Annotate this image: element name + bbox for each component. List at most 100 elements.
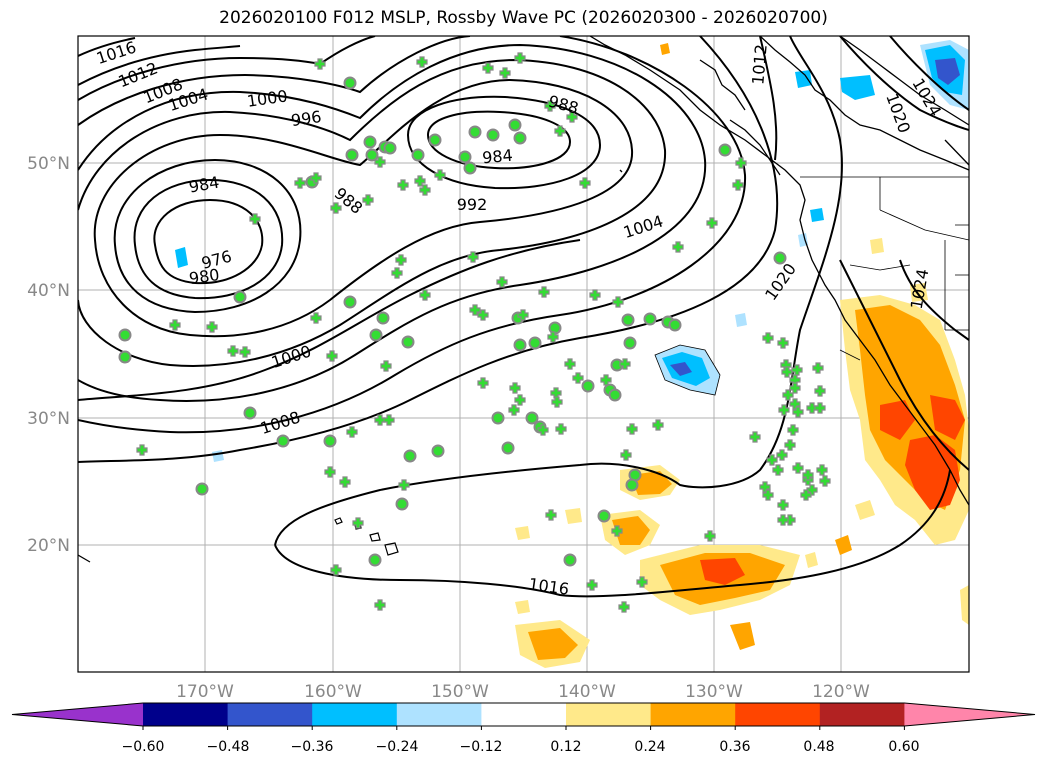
station-dot — [323, 434, 337, 448]
station-dot — [621, 313, 635, 327]
station-cross — [227, 345, 239, 357]
station-cross — [346, 426, 358, 438]
station-cross — [477, 377, 489, 389]
station-cross — [482, 62, 494, 74]
station-cross — [652, 419, 664, 431]
station-cross — [391, 267, 403, 279]
lon-label: 130°W — [685, 682, 743, 702]
station-cross — [814, 402, 826, 414]
station-dot — [403, 449, 417, 463]
station-cross — [792, 462, 804, 474]
lat-label: 40°N — [27, 281, 70, 301]
colorbar-tick-label: 0.60 — [888, 739, 919, 755]
longitude-labels: 170°W 160°W 150°W 140°W 130°W 120°W — [176, 682, 870, 702]
station-cross — [310, 312, 322, 324]
colorbar-segment — [396, 703, 482, 726]
station-cross — [374, 156, 386, 168]
station-cross — [784, 439, 796, 451]
anomaly-fill-negative — [175, 40, 969, 462]
station-cross — [778, 404, 790, 416]
station-dot — [395, 497, 409, 511]
station-cross — [324, 466, 336, 478]
colorbar-tick-label: 0.48 — [803, 739, 834, 755]
station-cross — [517, 309, 529, 321]
station-cross — [619, 358, 631, 370]
colorbar-tick-label: −0.48 — [207, 739, 250, 755]
isobar-label: 980 — [188, 265, 221, 288]
country-borders — [800, 176, 969, 361]
station-cross — [777, 514, 789, 526]
station-cross — [612, 296, 624, 308]
station-cross — [620, 449, 632, 461]
station-dot — [668, 318, 682, 332]
lon-label: 150°W — [431, 682, 489, 702]
graticule — [78, 36, 969, 672]
station-cross — [239, 346, 251, 358]
station-dot — [508, 118, 522, 132]
station-dot — [623, 336, 637, 350]
station-dot — [118, 350, 132, 364]
station-cross — [802, 469, 814, 481]
station-dot — [563, 553, 577, 567]
station-cross — [551, 396, 563, 408]
station-dot — [528, 336, 542, 350]
station-cross — [735, 157, 747, 169]
coastlines — [589, 36, 969, 506]
station-cross — [136, 444, 148, 456]
station-cross — [314, 58, 326, 70]
lat-label: 20°N — [27, 536, 70, 556]
station-cross — [544, 100, 556, 112]
station-dot — [718, 143, 732, 157]
station-cross — [555, 423, 567, 435]
station-dot — [243, 406, 257, 420]
colorbar-extend-high — [904, 703, 1035, 726]
station-cross — [791, 364, 803, 376]
colorbar-tick-label: −0.24 — [376, 739, 419, 755]
station-cross — [600, 374, 612, 386]
station-cross — [206, 321, 218, 333]
station-dot — [428, 133, 442, 147]
station-cross — [704, 530, 716, 542]
colorbar-ticks: −0.60 −0.48 −0.36 −0.24 −0.12 0.12 0.24 … — [122, 739, 920, 755]
station-cross — [249, 213, 261, 225]
station-cross — [416, 56, 428, 68]
station-dot — [369, 328, 383, 342]
station-cross — [380, 360, 392, 372]
station-cross — [330, 564, 342, 576]
station-dot — [643, 312, 657, 326]
station-cross — [554, 125, 566, 137]
station-cross — [579, 177, 591, 189]
station-cross — [819, 475, 831, 487]
station-cross — [477, 309, 489, 321]
station-cross — [419, 184, 431, 196]
colorbar-segment — [566, 703, 652, 726]
station-cross — [782, 389, 794, 401]
colorbar-segment — [819, 703, 905, 726]
station-dot — [513, 131, 527, 145]
station-dot — [458, 150, 472, 164]
station-dot — [513, 338, 527, 352]
station-cross — [538, 286, 550, 298]
station-dot — [195, 482, 209, 496]
station-cross — [781, 366, 793, 378]
lon-label: 170°W — [176, 682, 234, 702]
station-dot — [463, 161, 477, 175]
station-cross — [509, 382, 521, 394]
station-cross — [816, 464, 828, 476]
station-cross — [777, 499, 789, 511]
colorbar-segment — [227, 703, 313, 726]
station-cross — [545, 509, 557, 521]
station-cross — [564, 358, 576, 370]
isobar-label: 992 — [457, 195, 488, 214]
station-dot — [118, 328, 132, 342]
colorbar-segment — [650, 703, 736, 726]
station-cross — [469, 304, 481, 316]
station-cross — [330, 202, 342, 214]
station-dot — [276, 434, 290, 448]
station-cross — [496, 276, 508, 288]
map-border — [77, 35, 970, 673]
station-dot — [486, 128, 500, 142]
station-cross — [310, 172, 322, 184]
station-cross — [749, 431, 761, 443]
